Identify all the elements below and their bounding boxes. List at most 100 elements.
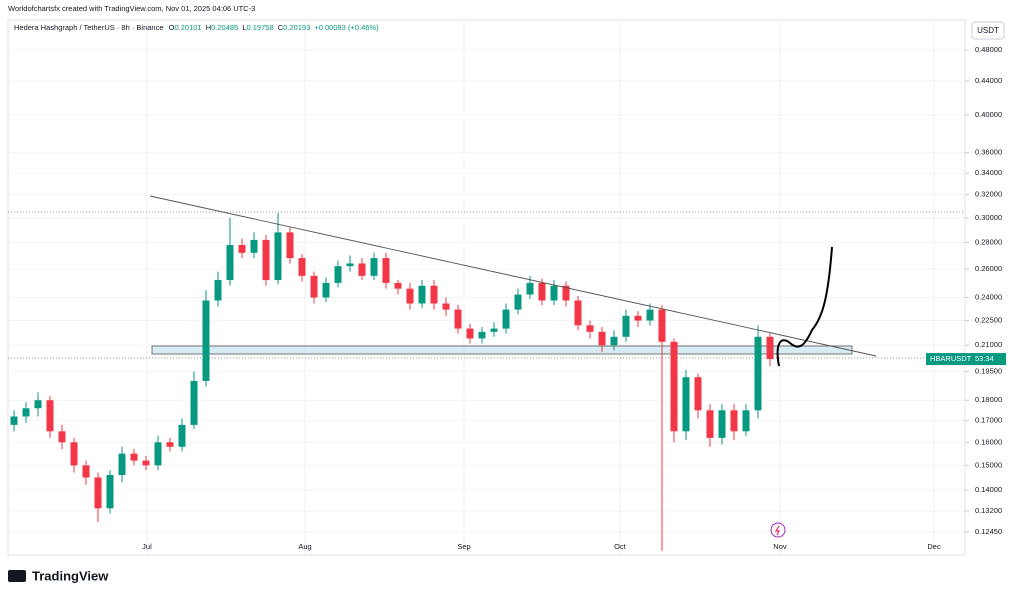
y-tick-label: 0.40000 bbox=[975, 110, 1002, 119]
grid bbox=[8, 20, 965, 555]
candle-body bbox=[10, 416, 18, 425]
candle-body bbox=[118, 453, 126, 476]
tag-symbol: HBARUSDT bbox=[930, 354, 972, 363]
y-tick-label: 0.14000 bbox=[975, 485, 1002, 494]
x-tick-label: Aug bbox=[298, 542, 311, 551]
candle-body bbox=[730, 410, 738, 432]
candle-body bbox=[154, 442, 162, 466]
support-zone bbox=[151, 345, 853, 355]
candle-body bbox=[670, 341, 678, 432]
y-tick-label: 0.36000 bbox=[975, 148, 1002, 157]
candle-body bbox=[406, 288, 414, 304]
y-tick-label: 0.44000 bbox=[975, 76, 1002, 85]
candle-body bbox=[82, 465, 90, 478]
candle-body bbox=[526, 282, 534, 295]
c-label: C bbox=[278, 23, 284, 32]
candle-body bbox=[706, 410, 714, 438]
event-icon bbox=[770, 522, 786, 538]
candle-body bbox=[34, 400, 42, 409]
candle-body bbox=[262, 239, 270, 281]
change: +0.00093 (+0.46%) bbox=[314, 23, 379, 32]
candle-body bbox=[94, 477, 102, 509]
candle-body bbox=[694, 377, 702, 411]
candle-body bbox=[514, 294, 522, 310]
currency-button[interactable] bbox=[971, 21, 1005, 40]
l-label: L bbox=[242, 23, 246, 32]
candle-body bbox=[322, 282, 330, 298]
x-tick-label: Dec bbox=[927, 542, 941, 551]
y-tick-label: 0.12450 bbox=[975, 527, 1002, 536]
brand: TradingView bbox=[32, 568, 109, 583]
y-tick-label: 0.22500 bbox=[975, 316, 1002, 325]
chart-pane bbox=[7, 19, 966, 556]
candle-body bbox=[250, 239, 258, 253]
candle-body bbox=[310, 275, 318, 298]
candle-body bbox=[58, 431, 66, 443]
y-tick-label: 0.16000 bbox=[975, 437, 1002, 446]
x-tick-label: Nov bbox=[773, 542, 787, 551]
countdown: 53:34 bbox=[975, 354, 994, 363]
candle-body bbox=[430, 285, 438, 304]
y-tick-label: 0.34000 bbox=[975, 168, 1002, 177]
y-tick-label: 0.24000 bbox=[975, 292, 1002, 301]
candle-body bbox=[490, 328, 498, 332]
candle-body bbox=[466, 328, 474, 339]
candle-body bbox=[274, 232, 282, 281]
candle-body bbox=[586, 325, 594, 332]
candles bbox=[10, 213, 774, 552]
candle-body bbox=[610, 336, 618, 346]
legend: Hedera Hashgraph / TetherUS · 8h · Binan… bbox=[14, 23, 379, 32]
y-tick-label: 0.32000 bbox=[975, 190, 1002, 199]
event-bolt bbox=[774, 525, 780, 536]
candle-body bbox=[562, 285, 570, 301]
logo-icon bbox=[8, 570, 26, 582]
candle-body bbox=[766, 336, 774, 360]
credit: Worldofchartsfx created with TradingView… bbox=[8, 4, 255, 13]
candle-body bbox=[394, 282, 402, 289]
candle-body bbox=[538, 282, 546, 301]
y-tick-label: 0.13200 bbox=[975, 506, 1002, 515]
x-tick-label: Sep bbox=[457, 542, 470, 551]
candle-body bbox=[130, 453, 138, 461]
candle-body bbox=[226, 245, 234, 281]
candle-body bbox=[718, 410, 726, 438]
y-tick-label: 0.18000 bbox=[975, 395, 1002, 404]
y-tick-label: 0.48000 bbox=[975, 45, 1002, 54]
candle-body bbox=[358, 263, 366, 276]
candle-body bbox=[742, 410, 750, 432]
candle-body bbox=[166, 442, 174, 447]
candle-body bbox=[382, 258, 390, 283]
y-tick-label: 0.30000 bbox=[975, 213, 1002, 222]
y-tick-label: 0.21000 bbox=[975, 340, 1002, 349]
y-tick-label: 0.28000 bbox=[975, 237, 1002, 246]
candle-body bbox=[598, 331, 606, 346]
candle-body bbox=[418, 285, 426, 304]
x-tick-label: Oct bbox=[614, 542, 627, 551]
candle-body bbox=[142, 460, 150, 466]
y-tick-label: 0.19500 bbox=[975, 367, 1002, 376]
candle-body bbox=[502, 309, 510, 329]
o-label: O bbox=[169, 23, 175, 32]
candle-body bbox=[622, 315, 630, 337]
candle-body bbox=[634, 315, 642, 321]
open: 0.20101 bbox=[174, 23, 201, 32]
candle-body bbox=[70, 442, 78, 466]
h-label: H bbox=[206, 23, 211, 32]
candle-body bbox=[106, 475, 114, 509]
candle-body bbox=[22, 408, 30, 417]
candle-body bbox=[286, 232, 294, 259]
candle-body bbox=[754, 336, 762, 411]
y-tick-label: 0.26000 bbox=[975, 264, 1002, 273]
x-tick-label: Jul bbox=[142, 542, 152, 551]
candle-body bbox=[550, 285, 558, 301]
candle-body bbox=[190, 380, 198, 425]
candle-body bbox=[646, 309, 654, 321]
candle-body bbox=[454, 309, 462, 329]
candle-body bbox=[238, 245, 246, 253]
price-tag: HBARUSDT 53:34 bbox=[926, 353, 1006, 366]
candle-body bbox=[346, 263, 354, 267]
candle-body bbox=[178, 424, 186, 447]
candle-body bbox=[46, 400, 54, 432]
candle-body bbox=[298, 258, 306, 276]
